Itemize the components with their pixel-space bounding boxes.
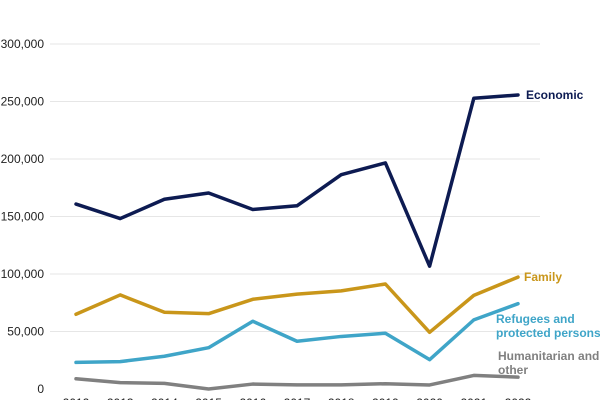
data-point xyxy=(295,383,299,387)
x-axis-ticks: 2012 2013 2014 2015 2016 2017 2018 2019 2020 2021… xyxy=(63,396,532,400)
gridlines xyxy=(50,43,540,332)
x-tick-label: 2012 xyxy=(63,396,90,400)
data-point xyxy=(74,361,78,364)
data-point xyxy=(516,302,520,305)
x-tick-label: 2019 xyxy=(372,396,399,400)
data-point xyxy=(384,332,387,335)
data-point xyxy=(472,97,475,100)
data-point xyxy=(251,298,254,301)
data-point xyxy=(163,355,166,358)
data-point xyxy=(428,331,431,334)
data-point xyxy=(207,191,210,195)
data-point xyxy=(295,340,299,343)
y-tick-label: 250,000 xyxy=(1,95,45,109)
x-tick-label: 2016 xyxy=(239,396,266,400)
series-labels: Economic Family Refugees and protected pers… xyxy=(496,88,600,377)
x-tick-label: 2020 xyxy=(416,396,443,400)
data-point xyxy=(340,173,343,176)
data-point xyxy=(163,382,166,385)
x-tick-label: 2014 xyxy=(151,396,178,400)
data-point xyxy=(516,275,520,279)
data-point xyxy=(119,217,122,220)
y-tick-label: 200,000 xyxy=(1,152,45,166)
series-label-humanitarian-and-other: Humanitarian and other xyxy=(498,349,599,377)
x-tick-label: 2018 xyxy=(328,396,355,400)
data-point xyxy=(516,375,520,379)
data-point xyxy=(74,377,78,380)
data-point xyxy=(340,289,343,293)
data-point xyxy=(163,311,166,314)
series-label-economic: Economic xyxy=(526,88,584,102)
x-tick-label: 2017 xyxy=(284,396,311,400)
data-point xyxy=(163,198,166,201)
data-point xyxy=(340,335,343,338)
series-label-family: Family xyxy=(524,270,562,284)
data-point xyxy=(340,383,343,387)
data-point xyxy=(207,387,210,391)
data-point xyxy=(472,374,475,377)
data-point xyxy=(119,360,122,363)
x-tick-label: 2015 xyxy=(195,396,222,400)
data-point xyxy=(472,294,475,297)
data-point xyxy=(251,208,254,211)
data-point xyxy=(384,282,387,286)
series-label-refugees-and-protected-persons: Refugees and protected persons xyxy=(496,312,600,340)
y-axis-ticks: 0 50,000 100,000 150,000 200,000 250,000 300,0… xyxy=(1,37,45,396)
y-tick-label: 0 xyxy=(37,382,44,396)
data-point xyxy=(428,264,431,268)
x-tick-label: 2013 xyxy=(107,396,134,400)
data-point xyxy=(74,202,78,206)
data-point xyxy=(384,382,387,385)
series-line-economic xyxy=(74,93,520,268)
data-point xyxy=(295,204,299,208)
x-tick-label: 2022 xyxy=(505,396,532,400)
data-point xyxy=(384,161,387,165)
series-line-humanitarian-and-other xyxy=(74,373,520,391)
y-tick-label: 150,000 xyxy=(1,210,45,224)
data-point xyxy=(472,318,475,322)
data-point xyxy=(516,93,520,97)
data-point xyxy=(119,293,122,297)
series-lines xyxy=(74,93,520,391)
data-point xyxy=(428,358,431,361)
data-point xyxy=(207,312,210,315)
y-tick-label: 100,000 xyxy=(1,267,45,281)
series-line-family xyxy=(74,275,520,335)
data-point xyxy=(74,313,78,316)
data-point xyxy=(207,346,210,349)
y-tick-label: 50,000 xyxy=(7,325,44,339)
data-point xyxy=(251,382,254,386)
data-point xyxy=(428,383,431,387)
y-tick-label: 300,000 xyxy=(1,37,45,51)
x-tick-label: 2021 xyxy=(460,396,487,400)
data-point xyxy=(251,320,254,323)
data-point xyxy=(119,381,122,384)
data-point xyxy=(295,292,299,296)
